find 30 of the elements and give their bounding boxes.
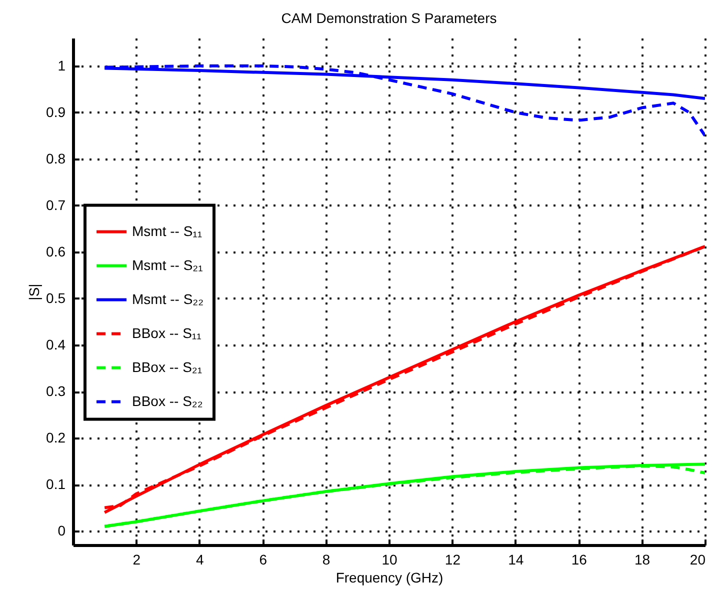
x-tick-label: 14 <box>508 552 524 568</box>
y-tick-label: 0 <box>58 522 66 539</box>
y-tick-label: 0.2 <box>46 430 66 446</box>
x-tick-label: 10 <box>382 552 398 568</box>
y-tick-label: 0.5 <box>46 290 66 306</box>
y-axis-title: |S| <box>26 284 42 300</box>
x-tick-label: 8 <box>322 552 330 568</box>
chart-title: CAM Demonstration S Parameters <box>281 10 497 26</box>
y-tick-label: 0.7 <box>46 196 66 213</box>
y-tick-label: 0.6 <box>46 243 66 260</box>
y-tick-label: 1 <box>58 57 66 74</box>
x-tick-label: 4 <box>196 552 204 568</box>
legend-label: Msmt -- S₂₂ <box>132 290 204 307</box>
y-tick-label: 0.8 <box>46 150 66 166</box>
legend-label: BBox -- S₁₁ <box>132 324 202 341</box>
legend-label: Msmt -- S₂₁ <box>132 256 204 273</box>
x-tick-label: 6 <box>259 552 268 568</box>
x-tick-label: 20 <box>690 552 706 568</box>
legend-label: BBox -- S₂₁ <box>132 358 202 375</box>
y-tick-label: 0.9 <box>46 104 66 120</box>
x-tick-label: 12 <box>444 552 461 568</box>
x-tick-label: 18 <box>634 552 650 568</box>
legend-label: Msmt -- S₁₁ <box>132 222 202 239</box>
y-tick-label: 0.3 <box>46 383 66 400</box>
legend-label: BBox -- S₂₂ <box>132 392 203 409</box>
x-axis-title: Frequency (GHz) <box>336 570 444 586</box>
x-tick-label: 2 <box>132 552 141 568</box>
y-tick-label: 0.4 <box>46 336 66 352</box>
x-tick-label: 16 <box>571 552 588 568</box>
y-tick-label: 0.1 <box>46 476 66 492</box>
